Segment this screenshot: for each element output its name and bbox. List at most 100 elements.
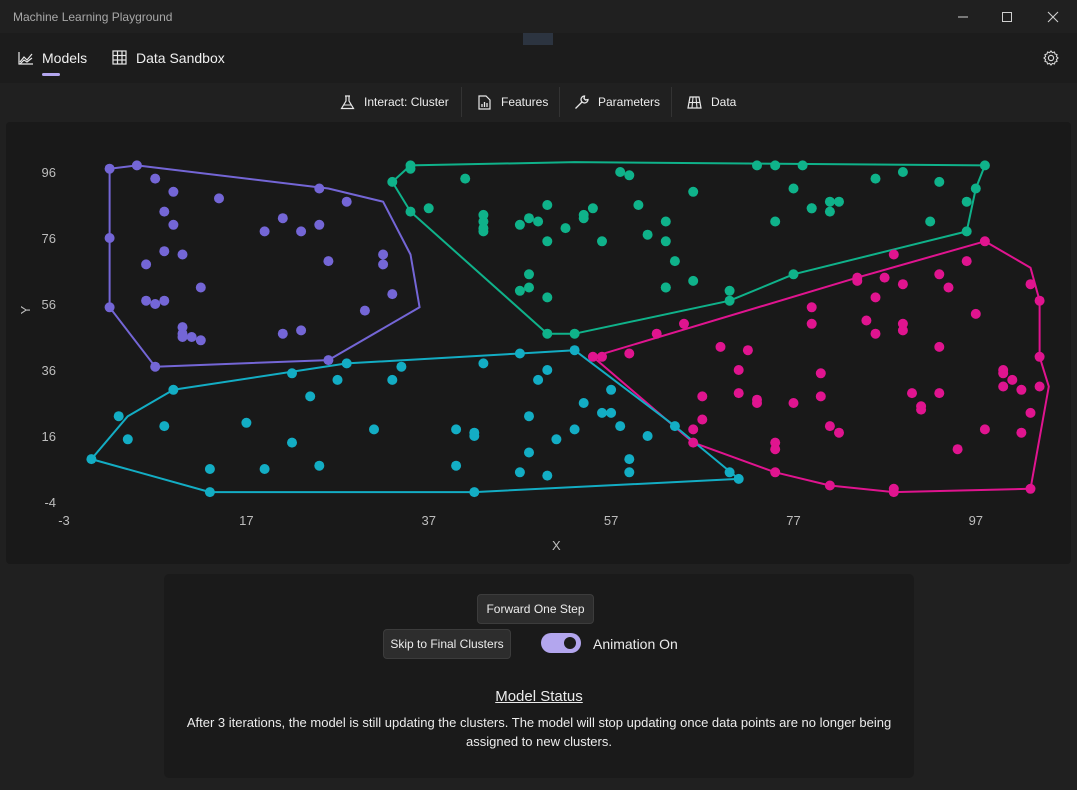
data-point — [86, 454, 97, 465]
data-point — [1016, 427, 1027, 438]
data-point — [524, 213, 534, 224]
settings-button[interactable] — [1041, 48, 1061, 68]
data-point — [815, 391, 826, 402]
data-point — [514, 285, 525, 296]
data-point — [724, 285, 735, 296]
minimize-icon — [958, 16, 968, 17]
data-point — [587, 203, 598, 214]
data-point — [560, 223, 571, 234]
features-button[interactable]: Features — [476, 90, 548, 114]
data-point — [159, 206, 170, 217]
data-point — [241, 417, 252, 428]
data-point — [277, 213, 288, 224]
data-point — [597, 236, 607, 247]
data-point — [597, 351, 607, 362]
data-point — [688, 424, 699, 435]
data-point — [104, 302, 115, 313]
data-point — [1025, 279, 1036, 290]
data-point — [387, 374, 398, 385]
data-point — [624, 454, 635, 465]
data-point — [1034, 295, 1045, 306]
data-point — [669, 256, 680, 267]
data-point — [551, 434, 562, 445]
features-label: Features — [501, 95, 549, 109]
data-point — [323, 355, 334, 366]
data-point — [341, 358, 352, 369]
animation-toggle[interactable] — [541, 633, 581, 653]
data-point — [879, 272, 890, 283]
minimize-button[interactable] — [940, 0, 986, 33]
data-point — [314, 183, 325, 194]
data-point — [770, 216, 781, 227]
y-tick-label: 16 — [42, 429, 56, 444]
data-point — [514, 467, 525, 478]
model-toolbar: Interact: Cluster Features Parameters Da… — [0, 83, 1077, 121]
data-point — [259, 226, 270, 237]
y-axis-label: Y — [18, 305, 33, 314]
interact-cluster-button[interactable]: Interact: Cluster — [339, 90, 449, 114]
data-point — [998, 381, 1009, 392]
nav-item-models[interactable]: Models — [17, 47, 87, 69]
data-button[interactable]: Data — [686, 90, 736, 114]
skip-to-final-clusters-button[interactable]: Skip to Final Clusters — [383, 629, 511, 659]
data-point — [296, 325, 307, 336]
data-point — [934, 388, 945, 399]
drag-handle[interactable] — [523, 33, 553, 45]
toolbar-divider — [671, 87, 672, 117]
window-title: Machine Learning Playground — [13, 10, 173, 24]
data-point — [834, 196, 844, 207]
data-point — [788, 398, 799, 408]
data-point — [961, 196, 972, 207]
x-tick-label: 17 — [239, 513, 253, 528]
data-point — [642, 431, 653, 441]
data-point — [1034, 351, 1045, 362]
data-point — [651, 328, 662, 339]
model-status-title: Model Status — [495, 688, 583, 705]
data-point — [925, 216, 936, 227]
data-point — [624, 348, 635, 359]
parameters-label: Parameters — [598, 95, 661, 109]
maximize-button[interactable] — [984, 0, 1030, 33]
data-point — [150, 299, 161, 309]
data-point — [460, 173, 471, 184]
data-point — [542, 236, 553, 247]
data-point — [1034, 381, 1045, 392]
nav-item-data-sandbox[interactable]: Data Sandbox — [111, 47, 225, 69]
x-tick-label: 37 — [421, 513, 435, 528]
maximize-icon — [1002, 11, 1012, 22]
data-point — [569, 345, 580, 356]
nav-selected-indicator — [42, 73, 60, 76]
data-point — [788, 269, 799, 280]
data-point — [524, 411, 534, 422]
data-point — [1016, 384, 1027, 395]
data-point — [569, 328, 580, 339]
data-point — [314, 460, 325, 471]
data-point — [934, 269, 945, 280]
data-point — [660, 282, 671, 293]
data-point — [514, 219, 525, 230]
y-tick-label: 76 — [42, 231, 56, 246]
x-tick-label: 77 — [786, 513, 800, 528]
data-point — [514, 348, 525, 359]
data-point — [679, 318, 689, 329]
document-chart-icon — [476, 94, 493, 111]
title-bar[interactable]: Machine Learning Playground — [0, 0, 1077, 33]
parameters-button[interactable]: Parameters — [573, 90, 660, 114]
data-point — [451, 424, 462, 435]
data-point — [569, 424, 580, 435]
data-point — [524, 269, 534, 280]
forward-one-step-button[interactable]: Forward One Step — [477, 594, 594, 624]
close-button[interactable] — [1030, 0, 1076, 33]
data-point — [542, 328, 553, 339]
data-point — [104, 233, 115, 243]
cluster-scatter-chart[interactable]: -4 16 36 56 76 96 -3 17 37 57 77 97 X Y — [6, 122, 1071, 564]
data-point — [952, 444, 963, 455]
cluster-hull — [591, 240, 1050, 494]
data-point — [943, 282, 954, 293]
data-point — [195, 282, 206, 293]
data-point — [204, 487, 215, 498]
data-point — [168, 384, 179, 395]
data-point — [788, 183, 799, 194]
data-point — [615, 421, 626, 432]
data-point — [724, 467, 735, 478]
